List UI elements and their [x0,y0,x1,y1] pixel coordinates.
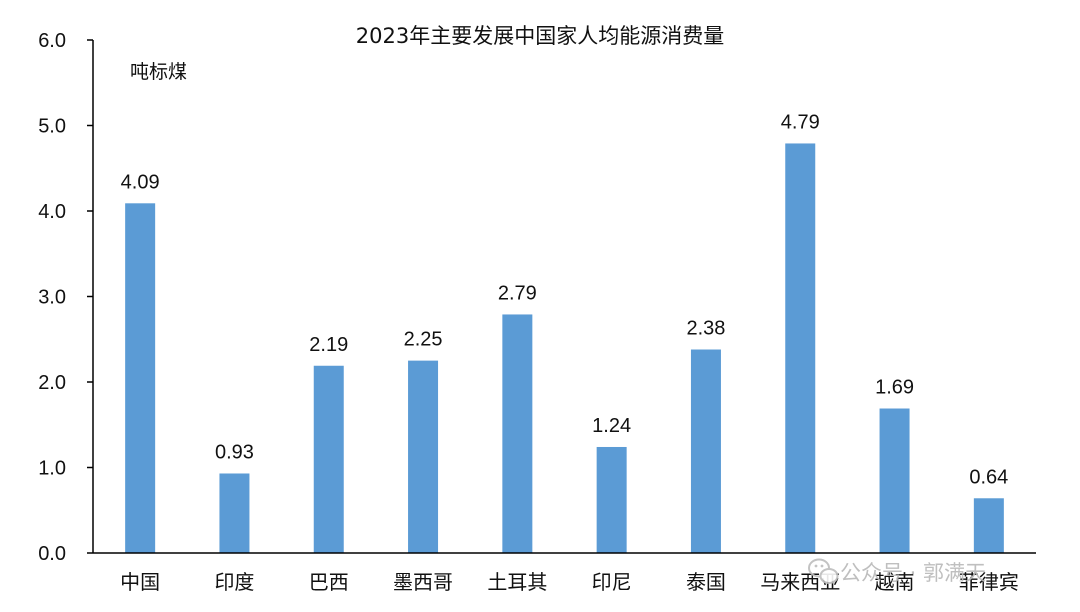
data-label: 4.79 [781,111,820,133]
y-tick-label: 1.0 [38,458,66,480]
category-label: 印度 [214,570,254,594]
bar [879,408,910,553]
category-label: 印尼 [592,570,632,594]
y-tick-label: 0.0 [38,543,66,565]
bar [502,314,533,553]
y-unit-label: 吨标煤 [130,61,187,83]
data-label: 1.69 [875,377,914,399]
y-tick-label: 4.0 [38,201,66,223]
data-label: 0.93 [215,441,254,463]
bars [125,143,1004,553]
data-labels: 4.09 0.93 2.19 2.25 2.79 1.24 2.38 4.79 1.69 0.64 [121,111,1009,488]
data-label: 1.24 [592,415,631,437]
category-label: 中国 [120,570,160,594]
y-tick-label: 3.0 [38,287,66,309]
y-tick-label: 5.0 [38,116,66,138]
data-label: 4.09 [121,171,160,193]
y-tick-label: 6.0 [38,30,66,52]
data-label: 2.79 [498,282,537,304]
category-label: 巴西 [309,570,349,594]
category-label: 墨西哥 [393,570,453,594]
bar [219,473,250,553]
category-label: 菲律宾 [959,570,1019,594]
bar [125,203,156,553]
bar [408,360,439,553]
y-axis-ticks: 0.0 1.0 2.0 3.0 4.0 5.0 6.0 [38,30,93,565]
bar [785,143,816,553]
bar [313,365,344,553]
wechat-logo-icon [808,558,839,584]
data-label: 0.64 [969,466,1008,488]
chart-title: 2023年主要发展中国家人均能源消费量 [356,24,724,48]
data-label: 2.19 [309,334,348,356]
data-label: 2.38 [686,318,725,340]
category-label: 越南 [875,570,915,594]
bar [596,446,627,553]
category-label: 泰国 [686,570,726,594]
bar [973,498,1004,553]
data-label: 2.25 [404,329,443,351]
watermark-text: 公众号 · 郭满天 [840,561,986,585]
category-label: 土耳其 [487,570,547,594]
bar [690,349,721,553]
watermark: 公众号 · 郭满天 [808,558,986,585]
y-tick-label: 2.0 [38,372,66,394]
